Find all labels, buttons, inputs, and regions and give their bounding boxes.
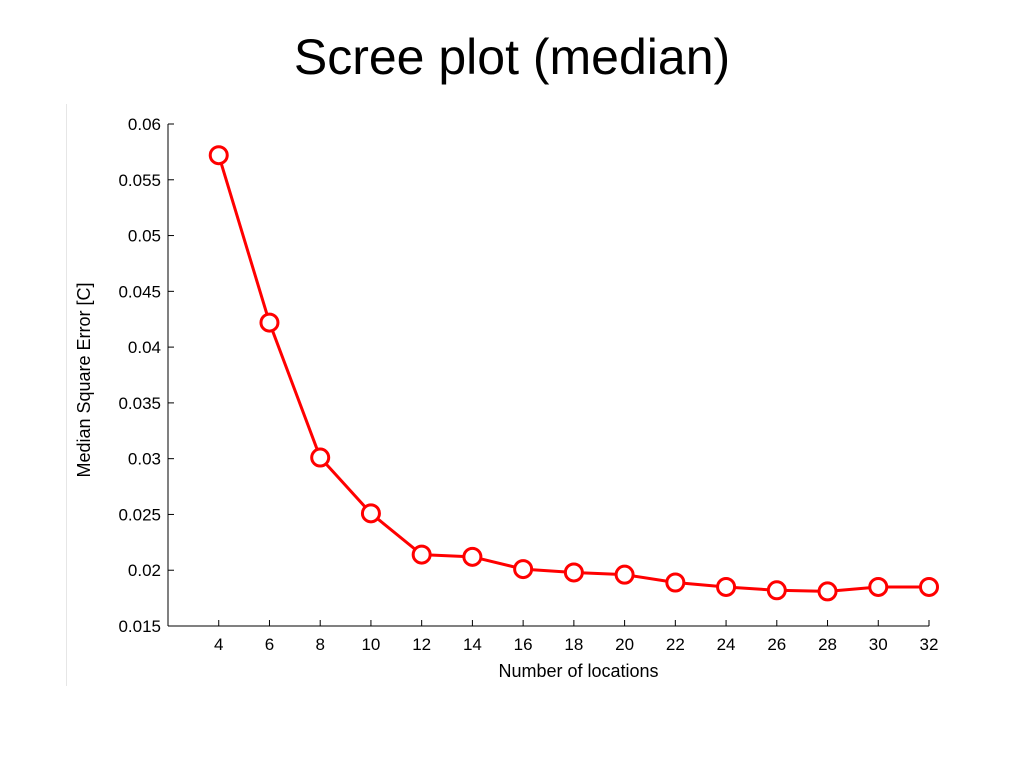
data-point bbox=[513, 559, 534, 580]
x-tick-label: 24 bbox=[717, 635, 736, 654]
data-point bbox=[259, 312, 280, 333]
x-tick-label: 28 bbox=[818, 635, 837, 654]
x-tick-label: 10 bbox=[361, 635, 380, 654]
data-point bbox=[208, 145, 229, 166]
y-tick-label: 0.045 bbox=[118, 282, 161, 301]
data-point bbox=[817, 581, 838, 602]
data-point bbox=[310, 447, 331, 468]
x-tick-label: 20 bbox=[615, 635, 634, 654]
data-point bbox=[868, 576, 889, 597]
x-tick-label: 14 bbox=[463, 635, 482, 654]
data-point bbox=[766, 580, 787, 601]
y-tick-label: 0.05 bbox=[128, 227, 161, 246]
figure-border bbox=[66, 104, 67, 686]
y-tick-label: 0.02 bbox=[128, 561, 161, 580]
x-tick-label: 26 bbox=[767, 635, 786, 654]
data-point bbox=[462, 546, 483, 567]
x-tick-label: 8 bbox=[315, 635, 324, 654]
y-tick-label: 0.055 bbox=[118, 171, 161, 190]
x-tick-label: 12 bbox=[412, 635, 431, 654]
slide-title: Scree plot (median) bbox=[293, 29, 731, 85]
chart-axes: 0.015 0.02 0.025 0.03 0.035 0.04 0.045 0.05 0.05… bbox=[118, 115, 938, 654]
data-point bbox=[614, 564, 635, 585]
x-tick-label: 6 bbox=[265, 635, 274, 654]
x-tick-label: 4 bbox=[214, 635, 223, 654]
x-tick-label: 18 bbox=[564, 635, 583, 654]
y-axis-label: Median Square Error [C] bbox=[74, 282, 94, 477]
y-tick-label: 0.06 bbox=[128, 115, 161, 134]
chart-series bbox=[208, 145, 939, 602]
data-point bbox=[919, 576, 939, 597]
data-point bbox=[665, 572, 686, 593]
data-point bbox=[563, 562, 584, 583]
data-point bbox=[716, 576, 737, 597]
x-axis-label: Number of locations bbox=[498, 661, 658, 681]
x-tick-label: 16 bbox=[514, 635, 533, 654]
y-tick-label: 0.03 bbox=[128, 450, 161, 469]
y-tick-label: 0.025 bbox=[118, 505, 161, 524]
y-tick-label: 0.035 bbox=[118, 394, 161, 413]
x-tick-label: 32 bbox=[920, 635, 939, 654]
data-point bbox=[360, 503, 381, 524]
y-tick-label: 0.04 bbox=[128, 338, 161, 357]
data-point bbox=[411, 544, 432, 565]
series-line bbox=[217, 154, 929, 593]
y-tick-label: 0.015 bbox=[118, 617, 161, 636]
x-tick-label: 30 bbox=[869, 635, 888, 654]
x-tick-label: 22 bbox=[666, 635, 685, 654]
